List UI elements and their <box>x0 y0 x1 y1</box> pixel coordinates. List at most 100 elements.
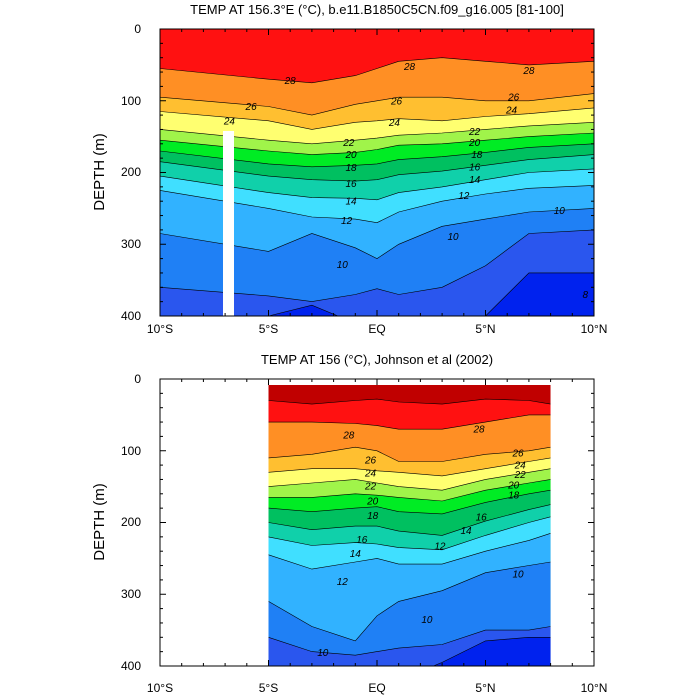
contour-label: 14 <box>350 549 362 560</box>
contour-label: 8 <box>583 290 589 301</box>
contour-bands <box>160 57 594 316</box>
isotherm-line-6 <box>432 637 551 666</box>
contour-label: 10 <box>317 648 329 659</box>
contour-label: 14 <box>460 526 472 537</box>
contour-label: 26 <box>511 448 524 459</box>
y-tick-label: 100 <box>121 444 141 458</box>
contour-label: 28 <box>284 76 297 87</box>
y-tick-label: 0 <box>134 22 141 36</box>
isotherm-line-8 <box>160 229 594 302</box>
x-tick-label: 10°S <box>147 681 173 695</box>
isotherm-line-6 <box>259 272 594 316</box>
contour-label: 20 <box>507 481 520 492</box>
tick-marks <box>159 28 595 317</box>
x-tick-label: 10°N <box>581 322 608 336</box>
isotherm-band-8 <box>160 229 594 316</box>
contour-label: 22 <box>514 470 527 481</box>
x-tick-label: 10°S <box>147 322 173 336</box>
contour-label: 14 <box>345 197 357 208</box>
contour-label: 12 <box>458 191 470 202</box>
isotherm-line-30 <box>268 398 551 405</box>
contour-label: 16 <box>469 162 481 173</box>
contour-label: 16 <box>476 512 488 523</box>
panel-top: TEMP AT 156.3°E (°C), b.e11.B1850C5CN.f0… <box>91 2 607 336</box>
contour-label: 18 <box>471 150 483 161</box>
isotherm-line-16 <box>268 504 551 536</box>
isotherm-line-20 <box>268 479 551 502</box>
contour-lines <box>268 398 551 666</box>
isotherm-line-14 <box>160 168 594 201</box>
isotherm-line-24 <box>268 457 551 477</box>
isotherm-line-10 <box>160 208 594 259</box>
y-tick-label: 400 <box>121 309 141 323</box>
plot-area: 2828262624242222202018181616141412121010… <box>160 379 594 666</box>
contour-label: 28 <box>472 425 485 436</box>
y-tick-label: 300 <box>121 237 141 251</box>
contour-label: 26 <box>364 456 377 467</box>
contour-label: 22 <box>468 127 481 138</box>
y-axis-label: DEPTH (m) <box>91 483 108 561</box>
contour-label: 16 <box>345 179 357 190</box>
contour-label: 24 <box>514 461 527 472</box>
x-tick-label: 5°N <box>475 322 495 336</box>
isotherm-line-18 <box>268 489 551 515</box>
contour-label: 26 <box>390 96 403 107</box>
x-tick-label: 5°S <box>259 322 278 336</box>
contour-label: 20 <box>468 138 481 149</box>
isotherm-line-28 <box>160 57 594 84</box>
x-tick-label: EQ <box>368 322 385 336</box>
isotherm-line-26 <box>268 446 551 462</box>
contour-label: 10 <box>337 260 349 271</box>
contour-label: 18 <box>367 511 379 522</box>
isotherm-line-10 <box>268 561 551 642</box>
isotherm-line-26 <box>160 93 594 116</box>
contour-label: 14 <box>469 175 481 186</box>
contour-label: 10 <box>421 615 433 626</box>
contour-label: 20 <box>366 497 379 508</box>
contour-label: 24 <box>223 116 236 127</box>
y-tick-label: 0 <box>134 372 141 386</box>
contour-label: 24 <box>364 469 377 480</box>
contour-label: 28 <box>403 62 416 73</box>
chart-title: TEMP AT 156.3°E (°C), b.e11.B1850C5CN.f0… <box>190 2 564 17</box>
isotherm-line-12 <box>268 533 551 570</box>
contour-label: 26 <box>245 102 258 113</box>
contour-label: 18 <box>345 163 357 174</box>
y-axis-label: DEPTH (m) <box>91 133 108 211</box>
isotherm-line-20 <box>160 132 594 155</box>
missing-data-left <box>160 379 269 666</box>
contour-label: 28 <box>342 431 355 442</box>
y-tick-label: 300 <box>121 587 141 601</box>
x-tick-label: 5°S <box>259 681 278 695</box>
contour-label: 22 <box>364 481 377 492</box>
isotherm-line-28 <box>268 414 551 430</box>
contour-label: 24 <box>505 106 518 117</box>
contour-label: 20 <box>344 150 357 161</box>
x-tick-label: 10°N <box>581 681 608 695</box>
y-tick-label: 200 <box>121 165 141 179</box>
x-tick-label: 5°N <box>475 681 495 695</box>
y-tick-label: 400 <box>121 659 141 673</box>
missing-data-bar <box>223 131 234 316</box>
isotherm-line-22 <box>268 468 551 491</box>
chart-title: TEMP AT 156 (°C), Johnson et al (2002) <box>261 352 493 367</box>
contour-bands <box>268 399 551 666</box>
contour-label: 10 <box>554 206 566 217</box>
contour-label: 24 <box>388 118 401 129</box>
y-tick-label: 200 <box>121 515 141 529</box>
isotherm-line-16 <box>160 154 594 182</box>
contour-lines <box>160 57 594 316</box>
isotherm-line-22 <box>160 122 594 145</box>
missing-data-right <box>550 379 594 666</box>
isotherm-line-24 <box>160 107 594 130</box>
contour-label: 12 <box>434 542 446 553</box>
x-tick-label: EQ <box>368 681 385 695</box>
contour-label: 28 <box>522 66 535 77</box>
panel-bottom: TEMP AT 156 (°C), Johnson et al (2002) 2… <box>91 352 607 695</box>
isotherm-band-6 <box>433 637 551 666</box>
isotherm-band-6 <box>268 272 594 316</box>
isotherm-line-12 <box>160 185 594 224</box>
